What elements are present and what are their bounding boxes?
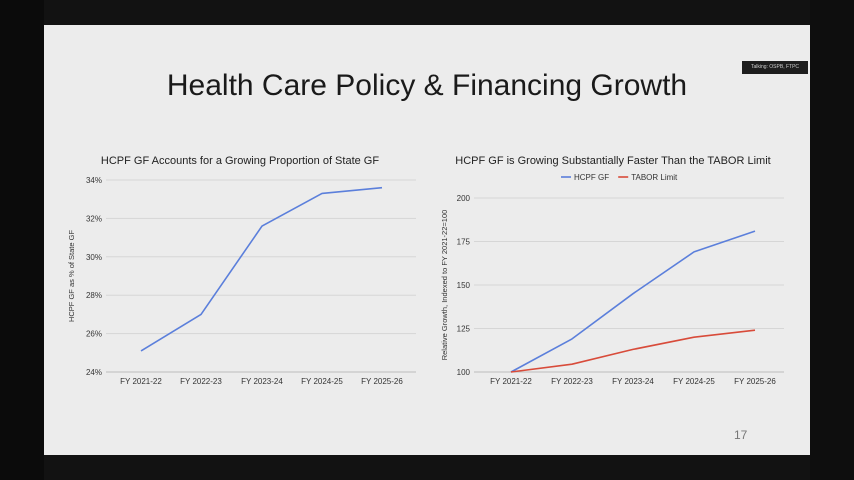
chart-hcpf-vs-tabor: HCPF GF is Growing Substantially Faster … xyxy=(440,155,784,386)
speaker-tag: Talking: OSPB, FTPC xyxy=(742,61,808,74)
y-tick-label: 32% xyxy=(86,214,102,223)
y-tick-label: 24% xyxy=(86,368,102,377)
y-tick-label: 100 xyxy=(457,368,471,377)
x-tick-label: FY 2025-26 xyxy=(734,377,776,386)
y-tick-label: 28% xyxy=(86,291,102,300)
left-border xyxy=(0,0,44,480)
x-tick-label: FY 2024-25 xyxy=(301,377,343,386)
x-tick-label: FY 2023-24 xyxy=(612,377,654,386)
chart-hcpf-share: HCPF GF Accounts for a Growing Proportio… xyxy=(67,155,416,386)
y-tick-label: 150 xyxy=(457,281,471,290)
y-tick-label: 26% xyxy=(86,330,102,339)
y-axis-label: HCPF GF as % of State GF xyxy=(67,230,76,323)
page-number: 17 xyxy=(734,428,748,442)
series-line-tabor-limit xyxy=(510,329,756,373)
x-tick-label: FY 2023-24 xyxy=(241,377,283,386)
x-tick-label: FY 2021-22 xyxy=(120,377,162,386)
y-tick-label: 175 xyxy=(457,238,471,247)
x-tick-label: FY 2024-25 xyxy=(673,377,715,386)
slide-title: Health Care Policy & Financing Growth xyxy=(166,69,688,102)
slide: Health Care Policy & Financing Growth Ta… xyxy=(44,25,810,455)
y-tick-label: 200 xyxy=(457,194,471,203)
chart-title: HCPF GF is Growing Substantially Faster … xyxy=(455,155,770,167)
x-tick-label: FY 2021-22 xyxy=(490,377,532,386)
x-tick-label: FY 2022-23 xyxy=(180,377,222,386)
y-tick-label: 125 xyxy=(457,325,471,334)
legend-entry: HCPF GF xyxy=(574,173,609,182)
legend-entry: TABOR Limit xyxy=(631,173,678,182)
series-line-main xyxy=(140,186,383,352)
chart-title: HCPF GF Accounts for a Growing Proportio… xyxy=(101,155,379,167)
x-tick-label: FY 2025-26 xyxy=(361,377,403,386)
x-tick-label: FY 2022-23 xyxy=(551,377,593,386)
y-axis-label: Relative Growth, Indexed to FY 2021-22=1… xyxy=(440,210,449,361)
series-line-hcpf-gf xyxy=(510,230,756,373)
y-tick-label: 34% xyxy=(86,176,102,185)
right-border xyxy=(810,0,854,480)
y-tick-label: 30% xyxy=(86,253,102,262)
